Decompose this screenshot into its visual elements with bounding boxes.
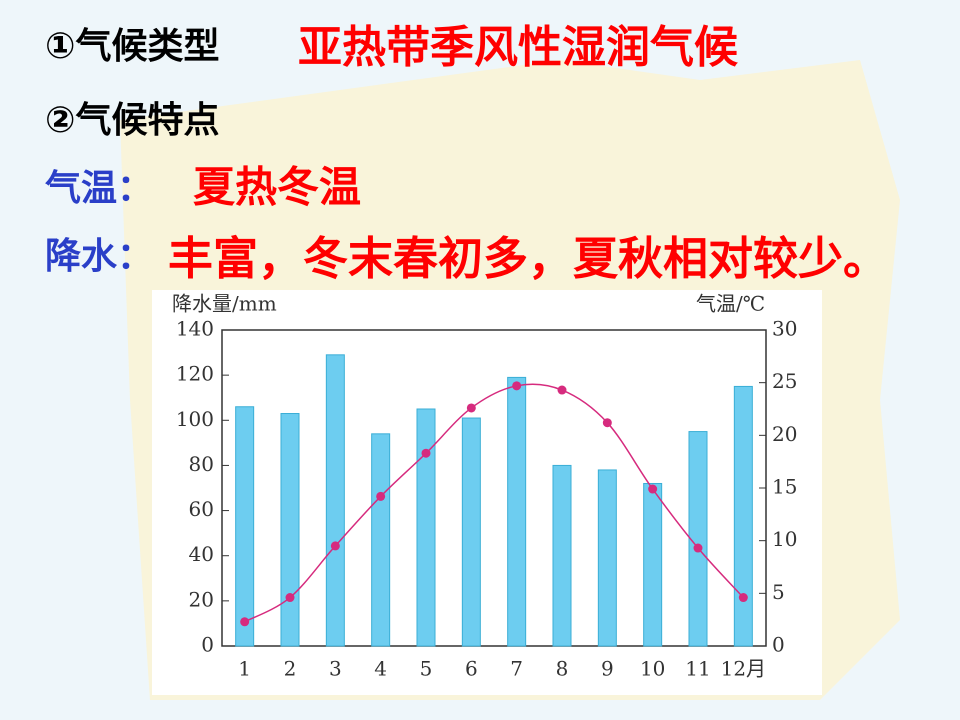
y-tick-label: 20 (189, 587, 214, 611)
bar (280, 413, 300, 647)
x-tick-label: 7 (510, 657, 523, 681)
x-tick-label: 9 (601, 657, 614, 681)
temp-label: 气温： (45, 168, 153, 209)
x-tick-label: 2 (284, 657, 297, 681)
y-tick-label: 140 (176, 317, 214, 341)
line-point (421, 448, 431, 458)
y-tick-label: 120 (176, 362, 214, 386)
line-point (738, 593, 748, 603)
bar (371, 433, 391, 647)
y-tick-label: 0 (201, 633, 214, 657)
line-point (240, 617, 250, 627)
precip-value: 丰富，冬末春初多，夏秋相对较少。 (168, 232, 888, 285)
y2-tick-label: 20 (772, 422, 797, 446)
y2-tick-label: 5 (772, 580, 785, 604)
line-point (285, 593, 295, 603)
y-tick-label: 60 (189, 497, 214, 521)
line-point (330, 541, 340, 551)
bar (597, 469, 617, 647)
y2-tick-label: 30 (772, 317, 797, 341)
bar (643, 482, 663, 647)
bar (552, 464, 572, 647)
bar (507, 376, 527, 647)
y2-tick-label: 10 (772, 527, 797, 551)
temp-value: 夏热冬温 (193, 163, 361, 212)
x-tick-label: 10 (640, 657, 665, 681)
x-tick-label: 5 (420, 657, 433, 681)
features-label: ②气候特点 (45, 100, 219, 141)
y-axis-title: 降水量/mm (172, 292, 277, 316)
x-tick-label: 12月 (721, 657, 766, 681)
line (244, 383, 744, 623)
x-tick-label: 11 (685, 657, 710, 681)
bar (416, 408, 436, 647)
bar (325, 354, 345, 647)
y-tick-label: 100 (176, 407, 214, 431)
y-tick-label: 40 (189, 542, 214, 566)
line-point (602, 418, 612, 428)
bar (461, 417, 481, 647)
line-point (693, 543, 703, 553)
y2-tick-label: 25 (772, 369, 797, 393)
x-tick-label: 4 (374, 657, 387, 681)
line-point (512, 381, 522, 391)
line-point (376, 491, 386, 501)
x-tick-label: 8 (556, 657, 569, 681)
y-tick-label: 80 (189, 452, 214, 476)
precip-label: 降水： (45, 236, 153, 277)
x-tick-label: 1 (238, 657, 251, 681)
type-label: ①气候类型 (45, 26, 219, 67)
type-value: 亚热带季风性湿润气候 (298, 22, 738, 73)
x-tick-label: 6 (465, 657, 478, 681)
y2-tick-label: 0 (772, 633, 785, 657)
chart-panel (152, 290, 822, 695)
line-point (466, 403, 476, 413)
x-tick-label: 3 (329, 657, 342, 681)
bar (235, 406, 255, 647)
line-point (648, 484, 658, 494)
line-point (557, 385, 567, 395)
y2-axis-title: 气温/℃ (696, 292, 765, 316)
bar (688, 431, 708, 647)
y2-tick-label: 15 (772, 475, 797, 499)
bar (733, 385, 753, 647)
